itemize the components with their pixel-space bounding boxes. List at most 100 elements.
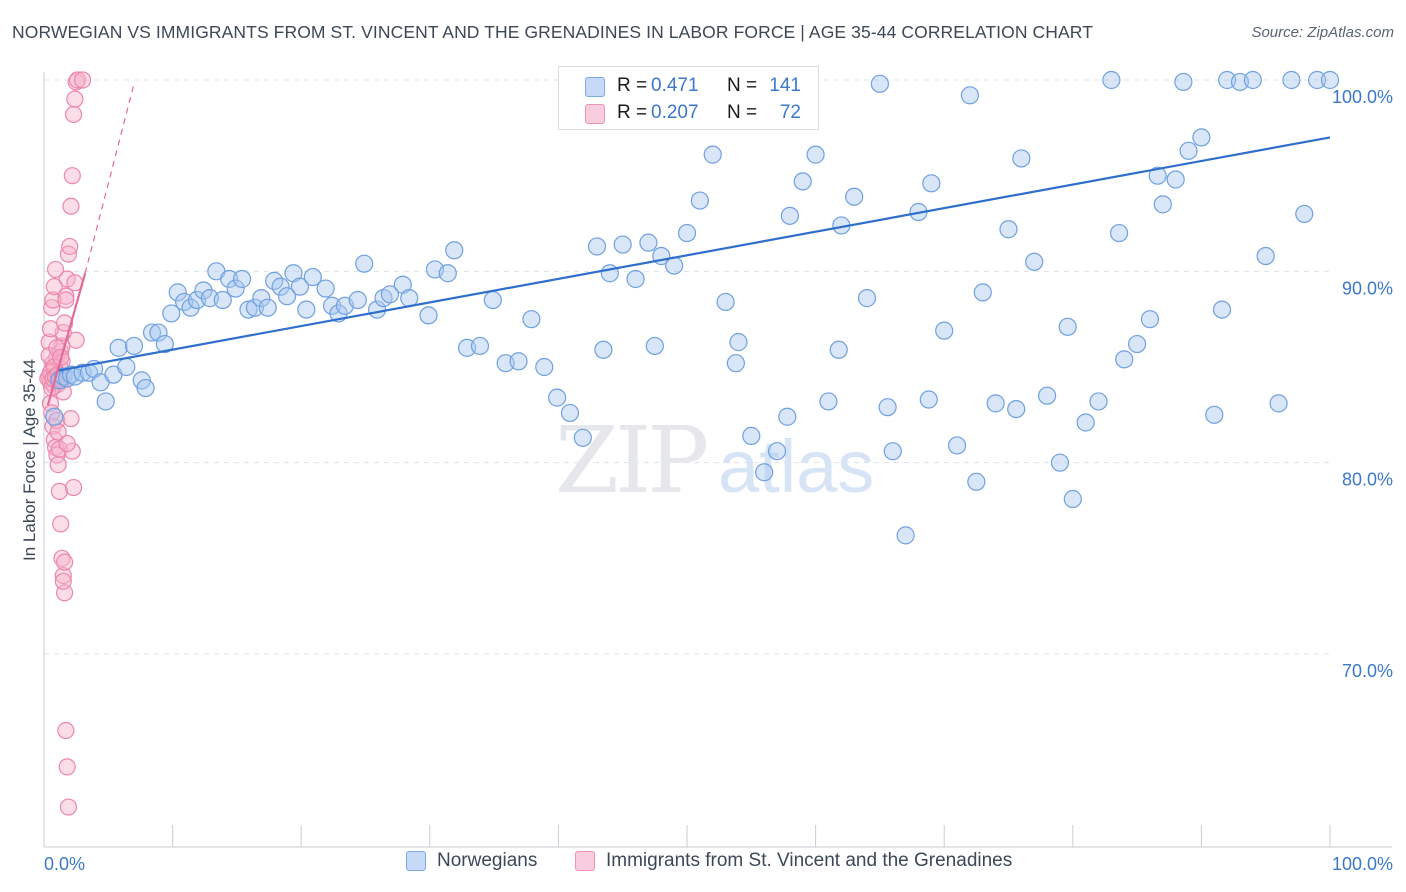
- data-point-norwegians: [1153, 195, 1172, 214]
- data-point-immigrants: [49, 455, 67, 474]
- data-point-norwegians: [729, 333, 748, 352]
- data-point-norwegians: [277, 287, 297, 306]
- data-point-norwegians: [857, 289, 877, 308]
- data-point-immigrants: [58, 434, 76, 453]
- data-point-norwegians: [73, 363, 92, 382]
- data-point-immigrants: [64, 105, 83, 124]
- data-point-norwegians: [470, 336, 490, 356]
- data-point-norwegians: [303, 267, 322, 287]
- data-point-norwegians: [1050, 453, 1070, 472]
- data-point-norwegians: [645, 336, 664, 356]
- data-point-norwegians: [935, 321, 954, 340]
- data-point-norwegians: [716, 292, 735, 312]
- data-point-norwegians: [1256, 246, 1275, 266]
- data-point-norwegians: [96, 392, 115, 411]
- data-point-norwegians: [239, 300, 258, 319]
- stats-r-value: 0.207: [651, 102, 699, 123]
- data-point-norwegians: [742, 426, 761, 445]
- y-axis-label: In Labor Force | Age 35-44: [20, 359, 39, 561]
- data-point-norwegians: [1127, 334, 1147, 354]
- watermark: ZIP atlas: [555, 407, 874, 514]
- data-point-norwegians: [960, 86, 980, 105]
- data-point-norwegians: [947, 436, 967, 455]
- stats-n-value: 141: [769, 75, 801, 96]
- y-tick-label: 100.0%: [1332, 87, 1393, 107]
- data-point-norwegians: [560, 403, 580, 423]
- data-point-norwegians: [870, 74, 890, 93]
- stats-r-label: R =: [617, 75, 648, 96]
- data-point-norwegians: [986, 394, 1005, 413]
- data-point-norwegians: [213, 290, 232, 310]
- data-point-norwegians: [1212, 300, 1232, 319]
- data-point-immigrants: [62, 197, 80, 215]
- trendline-norwegians: [56, 136, 1331, 372]
- stats-n-label: N =: [727, 75, 758, 96]
- data-point-immigrants: [57, 721, 75, 740]
- data-point-norwegians: [1308, 70, 1327, 90]
- data-point-norwegians: [967, 472, 986, 491]
- data-point-norwegians: [1179, 141, 1198, 160]
- data-point-immigrants: [54, 566, 72, 585]
- data-point-norwegians: [548, 388, 567, 407]
- trendline-immigrants: [46, 272, 87, 406]
- data-point-norwegians: [1012, 149, 1031, 168]
- x-tick-labels: 0.0% 100.0%: [44, 854, 1393, 874]
- x-tick-label: 100.0%: [1332, 854, 1393, 874]
- data-point-norwegians: [703, 145, 722, 164]
- data-point-norwegians: [1007, 399, 1026, 419]
- data-point-norwegians: [168, 283, 187, 302]
- data-point-immigrants: [73, 71, 92, 89]
- trendline-immigrants-extension: [84, 83, 135, 274]
- stats-r-label: R =: [617, 102, 648, 123]
- data-point-immigrants: [61, 237, 79, 256]
- chart-title: NORWEGIAN VS IMMIGRANTS FROM ST. VINCENT…: [12, 22, 1094, 42]
- data-point-norwegians: [1102, 70, 1121, 90]
- data-point-norwegians: [252, 289, 271, 308]
- data-point-norwegians: [245, 298, 265, 317]
- data-point-norwegians: [878, 398, 897, 417]
- data-point-norwegians: [1109, 223, 1129, 243]
- data-point-immigrants: [57, 287, 75, 305]
- data-point-norwegians: [316, 279, 335, 298]
- data-point-norwegians: [348, 290, 367, 310]
- data-point-norwegians: [355, 254, 374, 273]
- data-point-norwegians: [594, 340, 613, 359]
- data-point-immigrants: [45, 278, 63, 296]
- y-tick-label: 90.0%: [1342, 278, 1393, 298]
- data-point-norwegians: [109, 338, 128, 357]
- data-point-norwegians: [1115, 350, 1134, 369]
- stats-row-immigrants: R = 0.207 N = 72: [559, 100, 818, 128]
- legend-swatch-blue: [406, 851, 426, 871]
- legend-item-immigrants[interactable]: Immigrants from St. Vincent and the Gren…: [575, 850, 1012, 872]
- data-point-norwegians: [883, 442, 902, 461]
- legend-label-immigrants: Immigrants from St. Vincent and the Gren…: [606, 850, 1013, 871]
- data-point-norwegians: [155, 334, 174, 354]
- data-point-norwegians: [1269, 394, 1288, 413]
- data-point-norwegians: [271, 277, 290, 296]
- legend-item-norwegians[interactable]: Norwegians: [406, 850, 537, 872]
- data-point-immigrants: [41, 320, 60, 338]
- data-point-norwegians: [806, 145, 825, 164]
- data-point-norwegians: [258, 298, 277, 317]
- data-point-norwegians: [290, 277, 310, 296]
- data-point-norwegians: [162, 304, 181, 323]
- data-point-norwegians: [380, 285, 400, 304]
- data-point-immigrants: [63, 167, 81, 185]
- stats-n-label: N =: [727, 102, 758, 123]
- correlation-stats-box: R = 0.471 N = 141 R = 0.207 N = 72: [558, 66, 819, 130]
- x-tick-label: 0.0%: [44, 854, 85, 874]
- data-point-norwegians: [919, 390, 938, 409]
- data-point-norwegians: [1063, 489, 1082, 509]
- data-point-norwegians: [1037, 386, 1057, 405]
- series-immigrants-points: [39, 71, 92, 816]
- data-point-norwegians: [767, 442, 787, 461]
- data-point-norwegians: [124, 336, 144, 356]
- data-point-norwegians: [226, 279, 245, 298]
- data-point-norwegians: [973, 283, 992, 302]
- data-point-norwegians: [45, 407, 64, 426]
- data-point-norwegians: [755, 463, 774, 482]
- stats-swatch-pink: [585, 104, 605, 124]
- data-point-norwegians: [639, 233, 658, 252]
- data-point-norwegians: [726, 354, 745, 373]
